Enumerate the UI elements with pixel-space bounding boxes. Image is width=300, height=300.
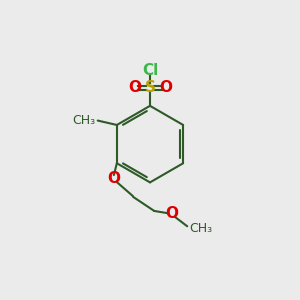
Text: O: O <box>159 80 172 95</box>
Text: CH₃: CH₃ <box>72 114 95 127</box>
Text: Cl: Cl <box>142 63 158 78</box>
Text: S: S <box>145 80 155 95</box>
Text: CH₃: CH₃ <box>190 222 213 235</box>
Text: O: O <box>128 80 141 95</box>
Text: O: O <box>107 171 120 186</box>
Text: O: O <box>165 206 178 221</box>
